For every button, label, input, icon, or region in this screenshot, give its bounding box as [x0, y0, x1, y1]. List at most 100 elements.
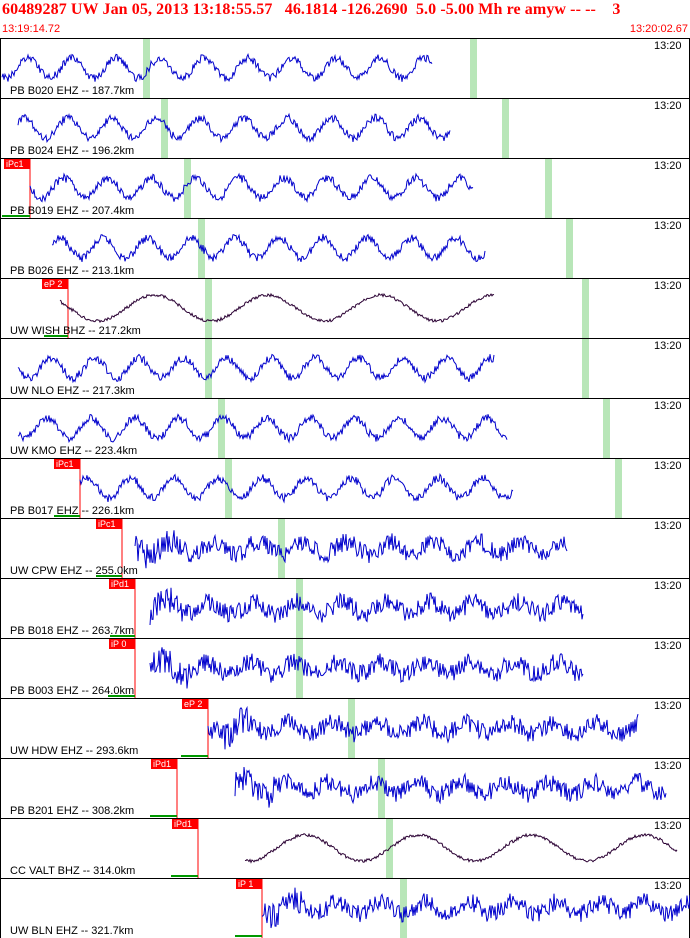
phase-marker: [184, 159, 191, 218]
waveform: [261, 887, 690, 929]
waveform: [134, 530, 568, 569]
phase-marker: [378, 759, 385, 818]
pick-label: iPc1: [56, 459, 74, 469]
trace-row: 13:20 PB B024 EHZ -- 196.2km: [0, 98, 690, 159]
waveform: [207, 705, 639, 750]
waveform: [17, 112, 451, 144]
phase-marker: [566, 219, 573, 278]
pick-label: eP 2: [44, 279, 62, 289]
station-label: PB B026 EHZ -- 213.1km: [10, 265, 134, 277]
window-start-time: 13:19:14.72: [2, 23, 61, 35]
row-time-label: 13:20: [654, 340, 682, 352]
row-time-label: 13:20: [654, 100, 682, 112]
pick-flag: [42, 279, 68, 289]
trace-row: iPc1 13:20 PB B019 EHZ -- 207.4km: [0, 158, 690, 219]
pick-flag: [182, 699, 208, 709]
pick-flag: [109, 639, 135, 649]
pick-label: iPc1: [6, 159, 24, 169]
waveform: [79, 472, 514, 504]
station-label: PB B019 EHZ -- 207.4km: [10, 205, 134, 217]
station-label: UW KMO EHZ -- 223.4km: [10, 445, 137, 457]
station-label: CC VALT BHZ -- 314.0km: [10, 865, 135, 877]
phase-marker: [161, 99, 168, 158]
pick-label: iPd1: [111, 579, 129, 589]
trace-row: eP 2 13:20 UW WISH BHZ -- 217.2km: [0, 278, 690, 339]
event-title: 60489287 UW Jan 05, 2013 13:18:55.57 46.…: [2, 1, 621, 18]
station-label: UW NLO EHZ -- 217.3km: [10, 385, 135, 397]
station-label: PB B003 EHZ -- 264.0km: [10, 685, 134, 697]
trace-row: iPc1 13:20 UW CPW EHZ -- 255.0km: [0, 518, 690, 579]
waveform: [59, 292, 495, 324]
trace-row: 13:20 PB B026 EHZ -- 213.1km: [0, 218, 690, 279]
phase-marker: [296, 639, 303, 698]
pick-label: eP 2: [184, 699, 202, 709]
phase-marker: [615, 459, 622, 518]
phase-marker: [582, 339, 589, 398]
station-label: PB B020 EHZ -- 187.7km: [10, 85, 134, 97]
row-time-label: 13:20: [654, 460, 682, 472]
phase-marker: [218, 399, 225, 458]
waveform: [17, 353, 495, 384]
phase-marker: [205, 279, 212, 338]
window-end-time: 13:20:02.67: [629, 23, 688, 35]
header-bar: 60489287 UW Jan 05, 2013 13:18:55.57 46.…: [0, 0, 690, 39]
row-time-label: 13:20: [654, 40, 682, 52]
phase-marker: [545, 159, 552, 218]
row-time-label: 13:20: [654, 280, 682, 292]
pick-flag: [96, 519, 122, 529]
trace-row: iP 1 13:20 UW BLN EHZ -- 321.7km: [0, 878, 690, 938]
waveform: [51, 233, 486, 263]
waveform: [149, 647, 584, 689]
pick-flag: [236, 879, 262, 889]
row-time-label: 13:20: [654, 400, 682, 412]
phase-marker: [205, 339, 212, 398]
station-label: UW WISH BHZ -- 217.2km: [10, 325, 141, 337]
pick-label: iPd1: [153, 759, 171, 769]
phase-marker: [470, 39, 477, 98]
trace-row: eP 2 13:20 UW HDW EHZ -- 293.6km: [0, 698, 690, 759]
waveform: [244, 832, 678, 864]
trace-row: iPc1 13:20 PB B017 EHZ -- 226.1km: [0, 458, 690, 519]
station-label: UW BLN EHZ -- 321.7km: [10, 925, 133, 937]
row-time-label: 13:20: [654, 820, 682, 832]
phase-marker: [603, 399, 610, 458]
pick-label: iP 0: [111, 639, 126, 649]
station-label: UW HDW EHZ -- 293.6km: [10, 745, 138, 757]
trace-row: 13:20 UW NLO EHZ -- 217.3km: [0, 338, 690, 399]
row-time-label: 13:20: [654, 760, 682, 772]
station-label: PB B017 EHZ -- 226.1km: [10, 505, 134, 517]
trace-row: 13:20 UW KMO EHZ -- 223.4km: [0, 398, 690, 459]
pick-flag: [172, 819, 198, 829]
pick-flag: [54, 459, 80, 469]
station-label: PB B018 EHZ -- 263.7km: [10, 625, 134, 637]
station-label: PB B201 EHZ -- 308.2km: [10, 805, 134, 817]
row-time-label: 13:20: [654, 220, 682, 232]
trace-row: iPd1 13:20 PB B018 EHZ -- 263.7km: [0, 578, 690, 639]
trace-row: 13:20 PB B020 EHZ -- 187.7km: [0, 38, 690, 99]
pick-label: iPc1: [98, 519, 116, 529]
seismogram-panel: 13:20 PB B020 EHZ -- 187.7km 13:20 PB B024 …: [0, 38, 690, 938]
phase-marker: [502, 99, 509, 158]
pick-flag: [4, 159, 30, 169]
pick-label: iPd1: [174, 819, 192, 829]
phase-marker: [582, 279, 589, 338]
station-label: UW CPW EHZ -- 255.0km: [10, 565, 138, 577]
row-time-label: 13:20: [654, 640, 682, 652]
pick-label: iP 1: [238, 879, 253, 889]
waveform: [1, 52, 433, 83]
trace-row: iP 0 13:20 PB B003 EHZ -- 264.0km: [0, 638, 690, 699]
waveform: [234, 766, 667, 808]
row-time-label: 13:20: [654, 520, 682, 532]
row-time-label: 13:20: [654, 880, 682, 892]
row-time-label: 13:20: [654, 700, 682, 712]
pick-flag: [151, 759, 177, 769]
waveform: [17, 413, 508, 444]
waveform: [149, 587, 584, 626]
trace-row: iPd1 13:20 CC VALT BHZ -- 314.0km: [0, 818, 690, 879]
station-label: PB B024 EHZ -- 196.2km: [10, 145, 134, 157]
row-time-label: 13:20: [654, 580, 682, 592]
waveform: [29, 172, 474, 203]
pick-flag: [109, 579, 135, 589]
phase-marker: [348, 699, 355, 758]
row-time-label: 13:20: [654, 160, 682, 172]
